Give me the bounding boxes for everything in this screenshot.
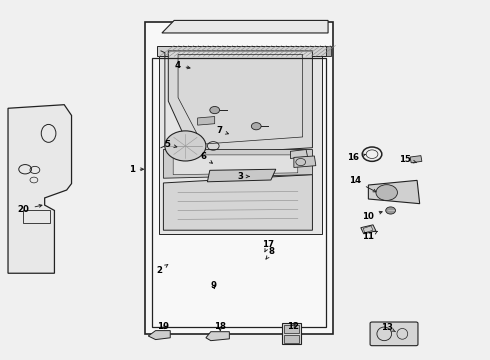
Bar: [284, 325, 299, 333]
Circle shape: [251, 123, 261, 130]
Bar: [282, 323, 301, 344]
Text: 14: 14: [349, 176, 376, 192]
Polygon shape: [168, 51, 313, 155]
Polygon shape: [410, 156, 422, 163]
Polygon shape: [163, 149, 313, 178]
Text: 16: 16: [347, 153, 366, 162]
Polygon shape: [294, 156, 316, 167]
Circle shape: [386, 207, 395, 214]
Polygon shape: [197, 117, 215, 125]
Text: 15: 15: [399, 155, 416, 164]
Text: 13: 13: [381, 323, 395, 332]
Polygon shape: [173, 155, 298, 175]
Text: 19: 19: [157, 322, 169, 331]
Polygon shape: [206, 332, 229, 341]
Text: 11: 11: [362, 231, 377, 241]
Bar: [157, 45, 326, 56]
Circle shape: [376, 185, 397, 201]
Polygon shape: [8, 105, 72, 273]
Bar: [145, 22, 333, 334]
Text: 6: 6: [200, 152, 213, 163]
Text: 8: 8: [266, 247, 275, 259]
Text: 10: 10: [362, 211, 382, 221]
Polygon shape: [159, 47, 322, 234]
Text: 12: 12: [287, 322, 299, 331]
Text: 18: 18: [214, 322, 225, 331]
FancyBboxPatch shape: [370, 322, 418, 346]
Polygon shape: [368, 180, 419, 204]
Polygon shape: [207, 169, 276, 182]
Circle shape: [165, 131, 206, 161]
Text: 1: 1: [129, 165, 144, 174]
Text: 9: 9: [210, 281, 216, 290]
Polygon shape: [361, 225, 376, 234]
Bar: [284, 335, 299, 343]
Polygon shape: [162, 21, 328, 33]
Circle shape: [210, 107, 220, 114]
Polygon shape: [291, 149, 308, 158]
Text: 2: 2: [156, 265, 168, 275]
Text: 17: 17: [262, 240, 274, 252]
Polygon shape: [163, 175, 313, 230]
Text: 7: 7: [216, 126, 228, 135]
Bar: [23, 211, 49, 223]
Bar: [326, 45, 331, 56]
Text: 3: 3: [237, 172, 249, 181]
Text: 4: 4: [174, 61, 190, 70]
Polygon shape: [148, 330, 170, 339]
Text: 5: 5: [165, 140, 177, 149]
Text: 20: 20: [18, 204, 42, 214]
